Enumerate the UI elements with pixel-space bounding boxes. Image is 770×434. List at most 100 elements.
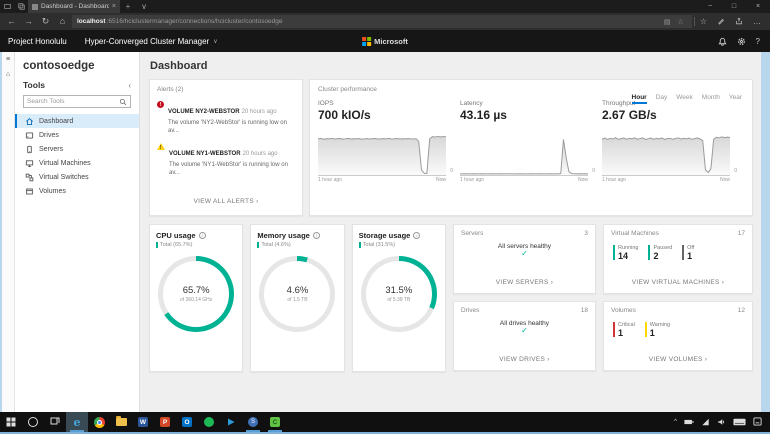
browser-tab[interactable]: Dashboard - Dashboard × [28,0,120,13]
view-all-alerts-link[interactable]: VIEW ALL ALERTS › [193,198,259,205]
close-button[interactable]: × [755,3,761,10]
restore-button[interactable]: □ [731,3,737,10]
x-axis-start: 1 hour ago [318,177,342,183]
drives-card: Drives 18 All drives healthy ✓ VIEW DRIVE… [452,301,596,371]
sidebar-item-drives[interactable]: Drives [15,128,139,142]
outlook-taskbar-icon[interactable]: O [176,412,198,432]
new-tab-button[interactable]: + [125,2,131,11]
url-path: :6516/hciclustermanager/connections/hcic… [106,18,283,25]
task-view-icon[interactable] [44,412,66,432]
reading-view-icon[interactable]: ▤ [663,18,671,26]
hamburger-menu-icon[interactable]: ≡ [5,56,11,63]
view-drives-link[interactable]: VIEW DRIVES › [499,356,550,363]
search-input[interactable] [24,98,119,105]
info-icon[interactable]: i [312,232,320,239]
toolbar-separator [693,17,695,26]
view-servers-link[interactable]: VIEW SERVERS › [495,279,554,286]
vms-title: Virtual Machines [610,230,659,237]
url-host: localhost [77,18,106,25]
back-button[interactable]: ← [7,16,16,26]
more-options-icon[interactable]: … [753,17,761,26]
address-bar: ← → ↻ ⌂ localhost :6516/hciclustermanage… [0,13,770,30]
set-tabs-aside-icon[interactable] [0,0,14,13]
notifications-bell-icon[interactable] [718,37,727,46]
favorites-hub-icon[interactable]: ☆ [699,17,707,26]
brand: Microsoft [362,36,408,46]
tab-preview-chevron-icon[interactable]: ∨ [141,2,147,11]
chrome-taskbar-icon[interactable] [88,412,110,432]
sidebar-item-virtual-switches[interactable]: Virtual Switches [15,170,139,184]
share-icon[interactable] [730,17,748,27]
help-icon[interactable]: ? [755,36,760,46]
tab-close-icon[interactable]: × [111,3,116,10]
range-tab-month[interactable]: Month [701,94,720,101]
tray-chevron-icon[interactable]: ^ [674,419,677,425]
y-axis-zero: 0 [734,168,737,174]
microsoft-logo-icon [362,36,372,46]
info-icon[interactable]: i [413,232,421,239]
sidebar-item-servers[interactable]: Servers [15,142,139,156]
word-taskbar-icon[interactable]: W [138,417,148,427]
volume-icon[interactable] [717,413,726,431]
alert-time: 20 hours ago [241,109,277,115]
storage-usage-capacity: of 5.38 TB [387,297,411,303]
servers-icon [25,145,34,154]
dashboard-main: Dashboard Alerts (2) ! VOLUME NY2-WEBSTO… [140,52,761,412]
range-tab-hour[interactable]: Hour [631,94,647,104]
connection-name: contosoedge [23,60,95,72]
edge-taskbar-icon[interactable]: e [66,412,88,432]
keyboard-icon[interactable] [733,413,746,431]
servers-card: Servers 3 All servers healthy ✓ VIEW SERV… [452,224,596,294]
add-favorite-star-icon[interactable]: ☆ [677,18,684,26]
alert-item[interactable]: ! VOLUME NY1-WEBSTOR 20 hours ago The vol… [157,142,295,177]
info-icon[interactable]: i [198,232,206,239]
window-controls: − □ × [698,0,770,13]
battery-icon[interactable] [684,413,694,431]
camtasia-taskbar-icon[interactable]: C [264,412,286,432]
sidebar-item-volumes[interactable]: Volumes [15,184,139,198]
annotate-pen-icon[interactable] [712,17,730,27]
alert-description: The volume 'NY1-WebStor' is running low … [169,162,288,177]
network-icon[interactable] [701,413,710,431]
action-center-icon[interactable] [753,413,762,431]
movies-tv-taskbar-icon[interactable] [220,412,242,432]
sidebar-item-virtual-machines[interactable]: Virtual Machines [15,156,139,170]
settings-gear-icon[interactable] [737,37,746,46]
tools-header: Tools ‹ [15,78,139,95]
refresh-button[interactable]: ↻ [41,16,50,26]
metric-value: 700 kIO/s [318,108,371,122]
view-virtual-machines-link[interactable]: VIEW VIRTUAL MACHINES › [631,279,725,286]
skype-taskbar-icon[interactable]: S [242,412,264,432]
url-input[interactable]: localhost :6516/hciclustermanager/connec… [72,15,692,28]
forward-button[interactable]: → [24,16,33,26]
minimize-button[interactable]: − [707,3,713,10]
scrollbar[interactable] [761,52,770,412]
connections-home-icon[interactable]: ⌂ [5,71,11,78]
spotify-taskbar-icon[interactable] [198,412,220,432]
start-button[interactable] [0,412,22,432]
solution-picker[interactable]: Hyper-Converged Cluster Manager ∨ [77,37,226,46]
x-axis-end: Now [435,177,446,183]
tabs-preview-icon[interactable] [14,0,28,13]
search-icon [119,98,130,106]
product-name: Project Honolulu [8,36,67,46]
cortana-icon[interactable] [22,412,44,432]
collapse-sidebar-icon[interactable]: ‹ [128,80,131,90]
powerpoint-taskbar-icon[interactable]: P [154,412,176,432]
range-tab-day[interactable]: Day [655,94,668,101]
tools-nav: Dashboard Drives Servers Virtual Machine… [15,114,139,198]
file-explorer-icon[interactable] [110,412,132,432]
taskbar: e W P O S C ^ [0,412,770,434]
sidebar-item-label: Servers [39,145,64,153]
volumes-icon [25,187,34,196]
range-tab-week[interactable]: Week [676,94,693,101]
check-icon: ✓ [521,326,528,335]
servers-count: 3 [584,230,588,237]
memory-usage-card: Memory usage i Total (4.6%) 4.6% of 1.5 T… [250,224,345,372]
home-button[interactable]: ⌂ [59,16,66,26]
sidebar-item-dashboard[interactable]: Dashboard [15,114,139,128]
alert-item[interactable]: ! VOLUME NY2-WEBSTOR 20 hours ago The vol… [157,100,295,135]
view-volumes-link[interactable]: VIEW VOLUMES › [648,356,708,363]
range-tab-year[interactable]: Year [728,94,742,101]
throughput-chart: 0 1 hour ago Now [602,130,744,183]
